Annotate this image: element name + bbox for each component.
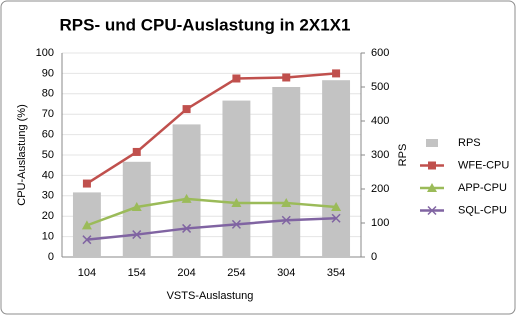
marker xyxy=(231,219,241,229)
legend-swatch xyxy=(426,139,438,147)
bar xyxy=(172,124,201,258)
y2-axis-title: RPS xyxy=(397,144,409,167)
x-tick-label: 204 xyxy=(177,267,195,279)
y-tick-label: 100 xyxy=(36,47,54,59)
y-tick-label: 30 xyxy=(42,190,54,202)
y2-tick-label: 200 xyxy=(371,183,389,195)
legend-marker xyxy=(427,205,437,216)
x-axis-title: VSTS-Auslastung xyxy=(167,290,254,302)
y2-tick-label: 500 xyxy=(371,81,389,93)
marker xyxy=(281,197,292,207)
marker xyxy=(82,235,92,245)
x-tick-label: 254 xyxy=(227,267,245,279)
bar xyxy=(272,87,301,257)
y2-tick-label: 600 xyxy=(371,47,389,59)
marker xyxy=(182,105,191,114)
marker xyxy=(231,197,242,207)
y-tick-label: 0 xyxy=(48,251,54,263)
y-tick-label: 10 xyxy=(42,231,54,243)
marker xyxy=(81,220,92,230)
y2-tick-label: 0 xyxy=(371,251,377,263)
legend-label: APP-CPU xyxy=(458,182,507,194)
y-tick-label: 90 xyxy=(42,67,54,79)
y-axis-title: CPU-Auslastung (%) xyxy=(16,104,28,205)
y-tick-label: 80 xyxy=(42,88,54,100)
marker xyxy=(131,202,142,212)
legend-marker xyxy=(427,183,437,192)
y-tick-label: 40 xyxy=(42,169,54,181)
marker xyxy=(181,193,192,203)
marker xyxy=(331,202,342,212)
bar xyxy=(322,80,351,257)
x-tick-label: 304 xyxy=(277,267,295,279)
x-tick-label: 354 xyxy=(327,267,345,279)
line xyxy=(86,197,337,227)
line xyxy=(86,72,337,185)
x-tick-label: 104 xyxy=(78,267,96,279)
marker xyxy=(282,73,291,82)
legend-label: SQL-CPU xyxy=(458,204,507,216)
line xyxy=(86,216,337,241)
marker xyxy=(232,74,241,83)
marker xyxy=(82,179,91,188)
marker xyxy=(132,147,141,156)
legend-label: WFE-CPU xyxy=(458,159,509,171)
legend-marker xyxy=(428,161,436,170)
y2-tick-label: 300 xyxy=(371,149,389,161)
y-tick-label: 50 xyxy=(42,149,54,161)
legend-label: RPS xyxy=(458,137,481,149)
marker xyxy=(281,215,291,225)
y-tick-label: 70 xyxy=(42,108,54,120)
marker xyxy=(132,230,142,240)
y-tick-label: 60 xyxy=(42,129,54,141)
bar xyxy=(222,100,251,257)
y2-tick-label: 400 xyxy=(371,115,389,127)
y2-tick-label: 100 xyxy=(371,217,389,229)
marker xyxy=(332,69,341,78)
marker xyxy=(331,213,341,223)
marker xyxy=(182,223,192,233)
x-tick-label: 154 xyxy=(128,267,146,279)
chart-title: RPS- und CPU-Auslastung in 2X1X1 xyxy=(60,15,351,34)
y-tick-label: 20 xyxy=(42,210,54,222)
